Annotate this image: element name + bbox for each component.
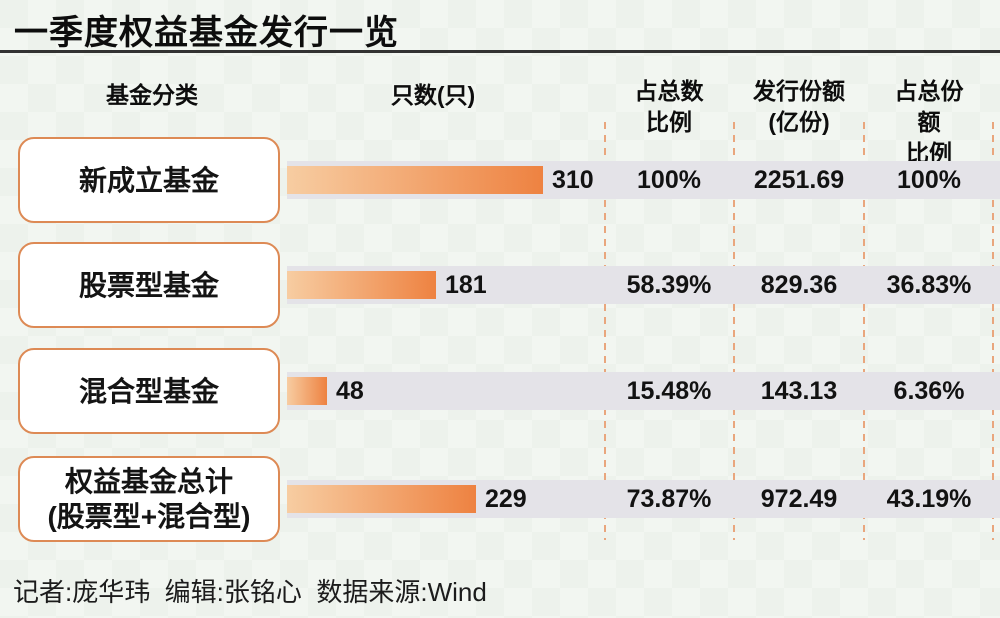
bar-track: 229 (287, 480, 1000, 518)
bar (287, 377, 327, 405)
cell-pct-of-count: 73.87% (626, 484, 712, 513)
table-row: 权益基金总计 (股票型+混合型) 229 73.87% 972.49 43.19… (0, 446, 1000, 552)
title-underline (0, 50, 1000, 53)
bar-value-label: 48 (336, 376, 364, 405)
table-row: 混合型基金 48 15.48% 143.13 6.36% (0, 338, 1000, 444)
column-header-pct-of-count: 占总数 比例 (634, 78, 704, 135)
credits-source-line: 记者:庞华玮 编辑:张铭心 数据来源:Wind (13, 577, 487, 607)
cell-pct-of-shares: 6.36% (893, 376, 965, 405)
bar (287, 166, 543, 194)
column-header-issued-shares: 发行份额 (亿份) (753, 78, 845, 135)
category-label: 权益基金总计 (股票型+混合型) (18, 456, 280, 542)
bar-track: 310 (287, 161, 1000, 199)
cell-pct-of-count: 58.39% (626, 270, 712, 299)
column-header-count: 只数(只) (390, 82, 476, 108)
column-divider-dashed (733, 122, 735, 540)
cell-issued-shares: 829.36 (760, 270, 838, 299)
column-header-category: 基金分类 (106, 82, 198, 108)
column-divider-dashed (604, 122, 606, 540)
page-title: 一季度权益基金发行一览 (14, 14, 399, 52)
cell-pct-of-count: 100% (637, 165, 701, 194)
cell-issued-shares: 143.13 (760, 376, 838, 405)
bar-track: 181 (287, 266, 1000, 304)
bar-track: 48 (287, 372, 1000, 410)
bar (287, 485, 476, 513)
category-label: 股票型基金 (18, 242, 280, 328)
category-label: 混合型基金 (18, 348, 280, 434)
bar (287, 271, 436, 299)
cell-pct-of-count: 15.48% (626, 376, 712, 405)
column-divider-dashed (992, 122, 994, 540)
bar-value-label: 181 (445, 270, 487, 299)
cell-pct-of-shares: 43.19% (886, 484, 972, 513)
cell-issued-shares: 972.49 (760, 484, 838, 513)
column-divider-dashed (863, 122, 865, 540)
category-label: 新成立基金 (18, 137, 280, 223)
cell-issued-shares: 2251.69 (753, 165, 845, 194)
bar-value-label: 229 (485, 484, 527, 513)
cell-pct-of-shares: 100% (897, 165, 961, 194)
bar-value-label: 310 (552, 165, 594, 194)
table-row: 股票型基金 181 58.39% 829.36 36.83% (0, 232, 1000, 338)
cell-pct-of-shares: 36.83% (886, 270, 972, 299)
table-row: 新成立基金 310 100% 2251.69 100% (0, 127, 1000, 233)
